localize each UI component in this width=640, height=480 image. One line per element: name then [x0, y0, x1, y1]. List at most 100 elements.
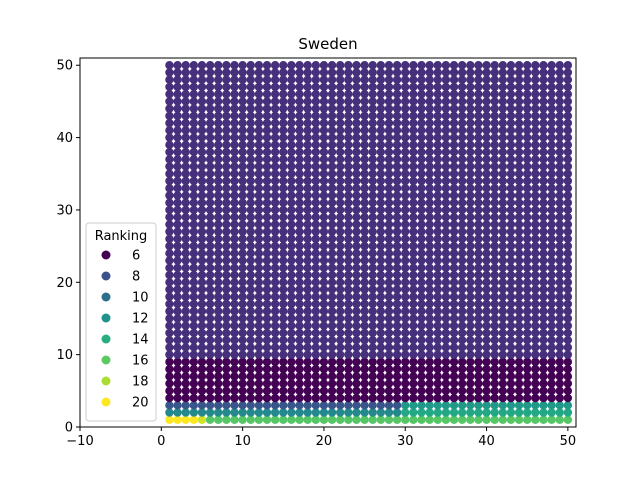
data-point: [474, 415, 483, 424]
data-point: [563, 357, 573, 367]
data-point: [482, 205, 491, 215]
data-point: [514, 343, 524, 352]
data-point: [368, 364, 377, 374]
data-point: [295, 140, 304, 150]
data-point: [498, 169, 508, 178]
data-point: [336, 335, 345, 345]
data-point: [425, 386, 434, 396]
data-point: [555, 415, 564, 424]
data-point: [368, 408, 377, 417]
data-point: [311, 169, 320, 178]
data-point: [189, 270, 199, 280]
data-point: [165, 415, 174, 424]
legend-label: 6: [132, 249, 140, 264]
data-point: [514, 364, 524, 374]
data-point: [279, 227, 288, 236]
data-point: [230, 97, 239, 106]
data-point: [547, 328, 556, 338]
data-point: [254, 75, 264, 84]
data-point: [506, 97, 516, 106]
data-point: [165, 126, 174, 135]
data-point: [254, 234, 264, 244]
data-point: [173, 227, 182, 236]
data-point: [523, 256, 532, 265]
data-point: [474, 68, 483, 77]
data-point: [344, 126, 353, 135]
data-point: [254, 155, 264, 164]
data-point: [441, 198, 451, 207]
data-point: [319, 263, 329, 273]
data-point: [392, 393, 402, 403]
data-point: [165, 184, 174, 193]
data-point: [181, 220, 190, 229]
data-point: [246, 140, 255, 150]
data-point: [311, 307, 320, 316]
data-point: [214, 104, 223, 113]
data-point: [181, 126, 190, 135]
data-point: [498, 307, 508, 316]
data-point: [287, 241, 296, 251]
data-point: [547, 270, 556, 280]
data-point: [449, 285, 459, 294]
data-point: [214, 415, 223, 424]
data-point: [490, 227, 499, 236]
data-point: [189, 372, 199, 381]
data-point: [457, 126, 467, 135]
data-point: [197, 212, 207, 222]
data-point: [401, 335, 410, 345]
data-point: [360, 147, 369, 157]
data-point: [482, 408, 491, 417]
data-point: [352, 270, 361, 280]
data-point: [409, 176, 418, 186]
data-point: [165, 61, 174, 70]
data-point: [514, 321, 524, 330]
data-point: [466, 278, 475, 287]
data-point: [506, 162, 516, 171]
data-point: [327, 256, 337, 265]
data-point: [547, 357, 556, 367]
data-point: [514, 357, 524, 367]
data-point: [523, 343, 532, 352]
data-point: [523, 335, 532, 345]
data-point: [344, 350, 353, 359]
data-point: [441, 104, 451, 113]
data-point: [506, 82, 516, 92]
data-point: [197, 386, 207, 396]
data-point: [336, 234, 345, 244]
data-point: [360, 249, 369, 258]
data-point: [222, 68, 231, 77]
data-point: [360, 401, 369, 410]
data-point: [449, 350, 459, 359]
data-point: [279, 343, 288, 352]
data-point: [441, 176, 451, 186]
data-point: [327, 212, 337, 222]
data-point: [563, 278, 573, 287]
data-point: [336, 155, 345, 164]
data-point: [531, 126, 540, 135]
data-point: [441, 227, 451, 236]
data-point: [401, 270, 410, 280]
data-point: [474, 256, 483, 265]
data-point: [409, 393, 418, 403]
data-point: [197, 169, 207, 178]
data-point: [392, 75, 402, 84]
data-point: [409, 379, 418, 388]
data-point: [401, 191, 410, 200]
data-point: [303, 97, 312, 106]
data-point: [474, 220, 483, 229]
data-point: [498, 89, 508, 99]
data-point: [327, 111, 337, 121]
data-point: [279, 111, 288, 121]
data-point: [295, 82, 304, 92]
data-point: [262, 364, 272, 374]
data-point: [490, 104, 499, 113]
data-point: [360, 263, 369, 273]
data-point: [360, 241, 369, 251]
data-point: [506, 140, 516, 150]
data-point: [197, 220, 207, 229]
data-point: [311, 212, 320, 222]
data-point: [498, 335, 508, 345]
data-point: [344, 68, 353, 77]
data-point: [425, 184, 434, 193]
data-point: [433, 278, 442, 287]
